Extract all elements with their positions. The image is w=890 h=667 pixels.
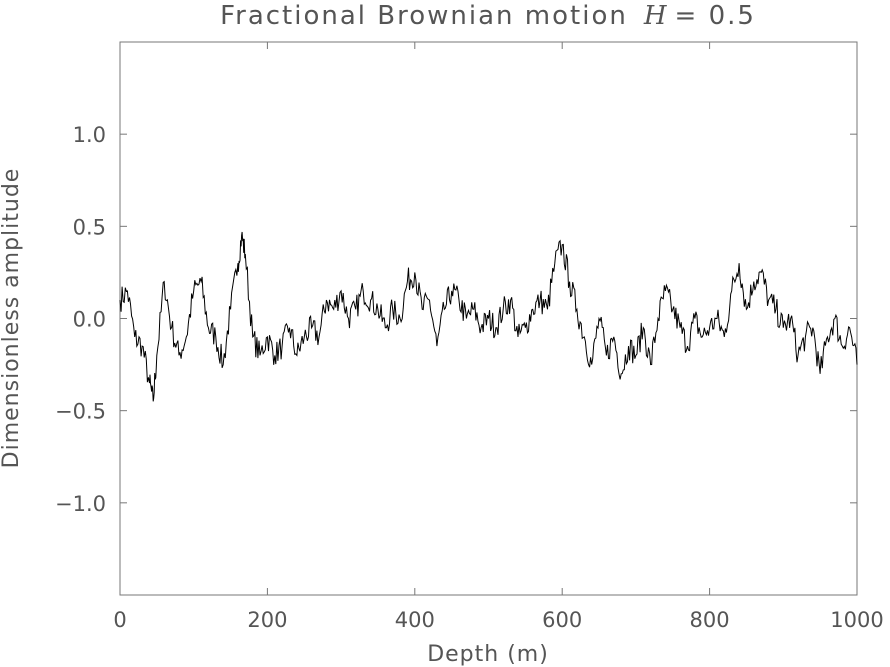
y-axis-ticks (120, 133, 857, 504)
y-tick-label: −0.5 (55, 400, 106, 424)
x-axis-ticks (119, 42, 858, 595)
x-axis-title: Depth (m) (427, 642, 549, 667)
x-axis-tick-labels: 0 200 400 600 800 1000 (113, 608, 883, 632)
chart-title: Fractional Brownian motion H = 0.5 (220, 1, 756, 31)
y-tick-label: −1.0 (55, 492, 106, 516)
y-axis-tick-labels: 1.0 0.5 0.0 −0.5 −1.0 (55, 123, 106, 516)
y-tick-label: 0.5 (73, 215, 106, 239)
y-axis-title: Dimensionless amplitude (0, 168, 24, 469)
y-tick-label: 1.0 (73, 123, 106, 147)
chart-title-symbol: H (643, 1, 669, 31)
x-tick-label: 600 (542, 608, 582, 632)
y-tick-label: 0.0 (73, 308, 106, 332)
x-tick-label: 200 (247, 608, 287, 632)
x-tick-label: 0 (113, 608, 126, 632)
chart-title-equals: = 0.5 (675, 1, 756, 31)
series-line (119, 231, 858, 402)
x-tick-label: 800 (690, 608, 730, 632)
x-tick-label: 400 (395, 608, 435, 632)
x-tick-label: 1000 (830, 608, 883, 632)
chart-title-text: Fractional Brownian motion (220, 1, 628, 31)
